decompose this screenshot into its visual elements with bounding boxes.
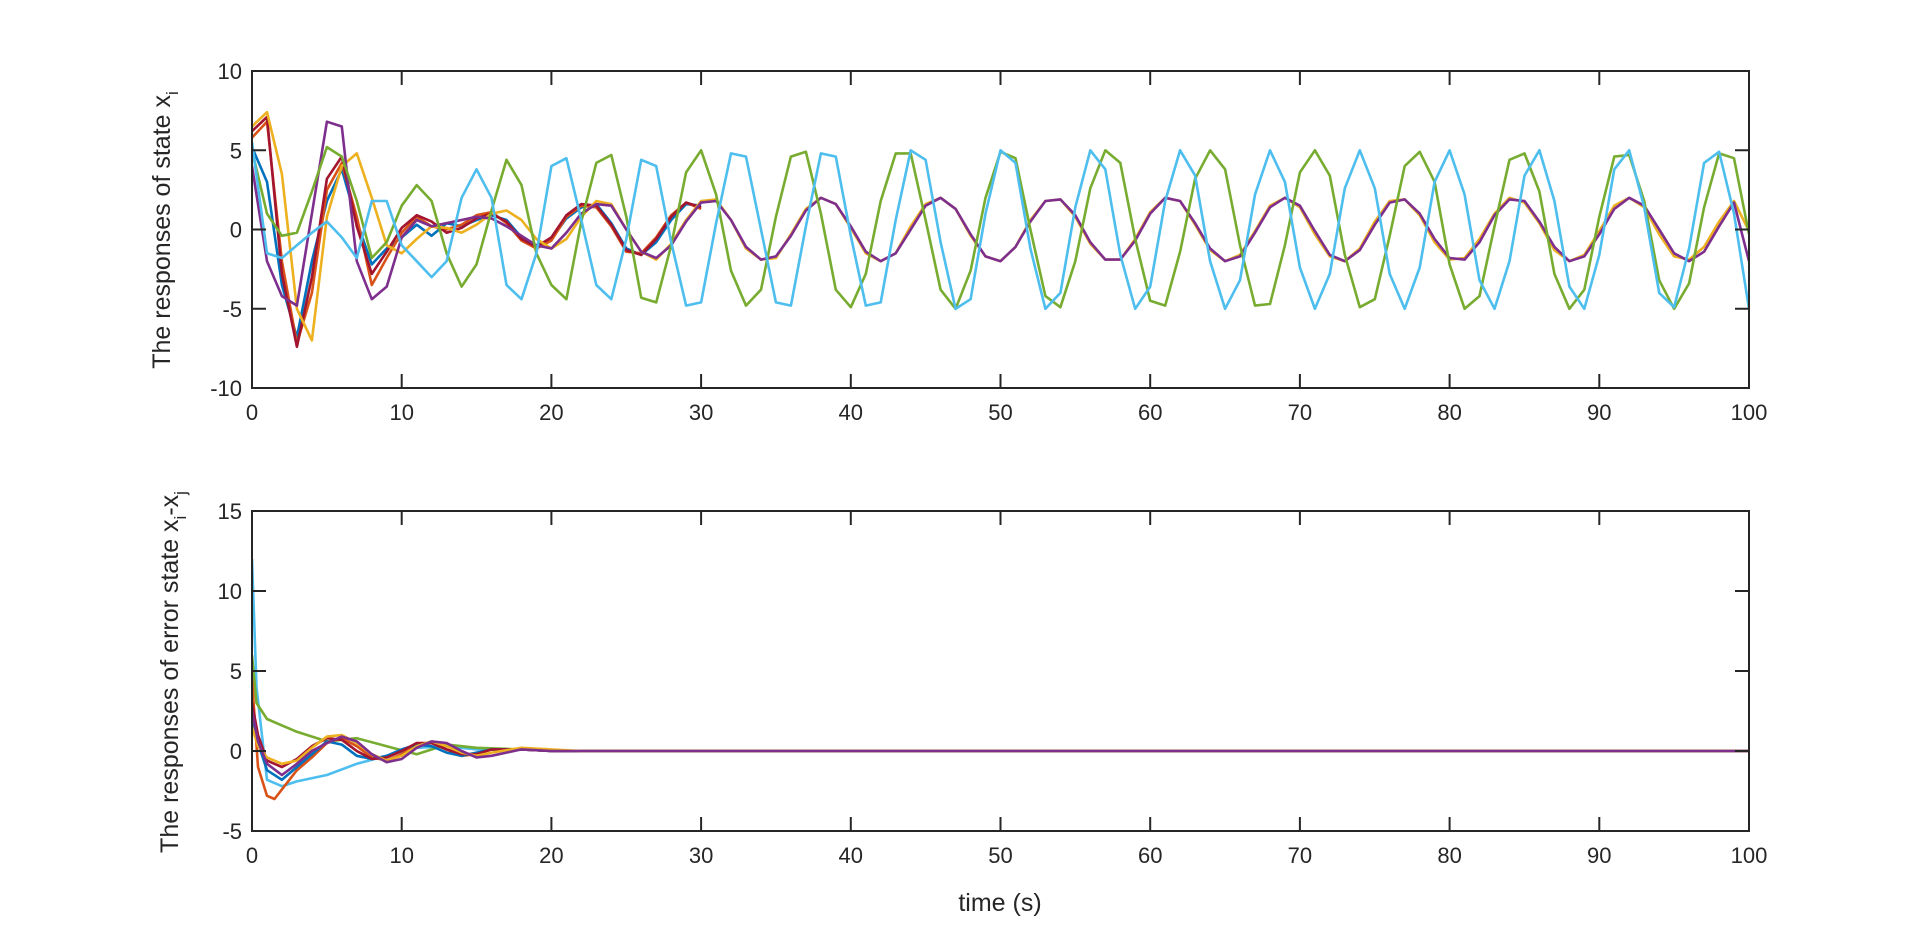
top-series-line-1 (252, 120, 702, 345)
top-ticks: 0 10 20 30 40 50 60 70 80 90 100 -10 -5 0 5 10 (210, 59, 1767, 425)
top-series-group (252, 110, 1749, 349)
bottom-ylabel: The responses of error state xi-xj (156, 491, 190, 853)
top-xtick-label: 40 (839, 400, 863, 425)
top-xtick-label: 70 (1288, 400, 1312, 425)
bottom-xtick-label: 0 (246, 843, 258, 868)
top-series-line-2 (252, 115, 702, 349)
bottom-xtick-label: 40 (839, 843, 863, 868)
bottom-xtick-label: 60 (1138, 843, 1162, 868)
top-xtick-label: 100 (1731, 400, 1768, 425)
top-ylabel-main: The responses of state x (148, 95, 176, 369)
top-xtick-label: 60 (1138, 400, 1162, 425)
bottom-xlabel: time (s) (958, 889, 1041, 917)
bottom-ylabel-sub1: i (171, 516, 190, 520)
bottom-ytick-label: -5 (222, 819, 242, 844)
bottom-ytick-label: 5 (230, 659, 242, 684)
bottom-xtick-label: 90 (1587, 843, 1611, 868)
top-ytick-label: -5 (222, 297, 242, 322)
bottom-ylabel-main: The responses of error state x (156, 519, 184, 853)
top-ytick-label: 10 (218, 59, 242, 84)
bottom-series-line-6 (252, 710, 1749, 777)
bottom-ytick-label: 10 (218, 579, 242, 604)
bottom-series-line-5 (252, 726, 1749, 766)
top-ylabel: The responses of state xi (148, 91, 182, 369)
top-series-line-6 (252, 142, 1749, 311)
top-ytick-label: 5 (230, 138, 242, 163)
top-ytick-label: -10 (210, 376, 242, 401)
bottom-ylabel-sub2: j (171, 491, 190, 496)
bottom-series-group (252, 558, 1749, 801)
bottom-xtick-label: 10 (389, 843, 413, 868)
bottom-xtick-label: 80 (1437, 843, 1461, 868)
top-xtick-label: 20 (539, 400, 563, 425)
top-xtick-label: 30 (689, 400, 713, 425)
top-xtick-label: 0 (246, 400, 258, 425)
top-xtick-label: 90 (1587, 400, 1611, 425)
top-plot-background (252, 71, 1749, 388)
top-axes: 0 10 20 30 40 50 60 70 80 90 100 -10 -5 0 5 10 The resp… (148, 59, 1767, 425)
bottom-xtick-label: 50 (988, 843, 1012, 868)
bottom-xtick-label: 100 (1731, 843, 1768, 868)
bottom-xtick-label: 30 (689, 843, 713, 868)
top-ylabel-sub: i (163, 91, 182, 95)
bottom-ytick-label: 0 (230, 739, 242, 764)
top-ytick-label: 0 (230, 218, 242, 243)
bottom-ytick-label: 15 (218, 499, 242, 524)
top-xtick-label: 80 (1437, 400, 1461, 425)
bottom-ylabel-mid: -x (156, 494, 184, 515)
top-xtick-label: 10 (389, 400, 413, 425)
bottom-xtick-label: 20 (539, 843, 563, 868)
bottom-plot-background (252, 511, 1749, 831)
top-xtick-label: 50 (988, 400, 1012, 425)
bottom-xtick-label: 70 (1288, 843, 1312, 868)
